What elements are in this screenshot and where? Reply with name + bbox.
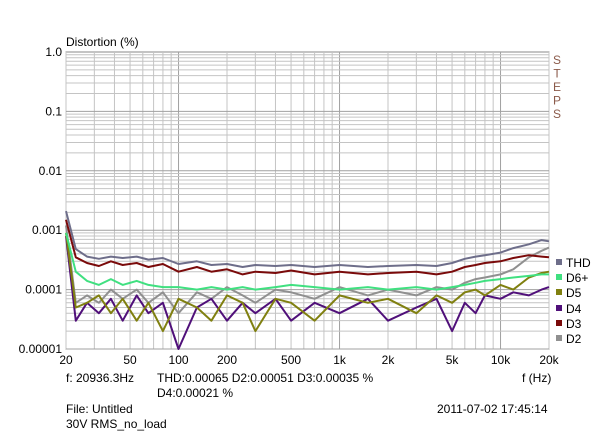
x-tick-label: 2k	[382, 353, 396, 367]
readout-line2: D4:0.00021 %	[157, 386, 234, 400]
steps-letter: S	[553, 107, 561, 121]
legend-label: D2	[566, 332, 582, 346]
x-axis-label: f (Hz)	[522, 371, 552, 385]
y-tick-label: 0.0001	[25, 283, 62, 297]
series-lines	[65, 210, 550, 350]
x-tick-label: 100	[169, 353, 189, 367]
legend-swatch	[556, 274, 562, 280]
legend-label: D5	[566, 286, 582, 300]
legend-label: D3	[566, 317, 582, 331]
y-tick-label: 0.00001	[19, 342, 63, 356]
series-line-thd	[65, 210, 550, 268]
legend-swatch	[556, 259, 562, 265]
y-tick-label: 0.001	[32, 223, 62, 237]
x-tick-label: 20k	[539, 353, 559, 367]
x-tick-label: 20	[59, 353, 73, 367]
x-tick-label: 200	[217, 353, 237, 367]
file-name: File: Untitled	[66, 402, 133, 416]
y-tick-label: 1.0	[45, 45, 62, 59]
x-tick-label: 5k	[446, 353, 460, 367]
series-line-d2	[65, 225, 550, 315]
steps-letter: P	[553, 94, 561, 108]
legend-swatch	[556, 289, 562, 295]
steps-letter: S	[553, 53, 561, 67]
legend-label: D4	[566, 302, 582, 316]
y-tick-label: 0.01	[39, 164, 63, 178]
series-line-d4	[65, 235, 550, 350]
legend-swatch	[556, 320, 562, 326]
timestamp: 2011-07-02 17:45:14	[437, 402, 548, 416]
grid-lines	[65, 51, 550, 350]
series-line-d3	[65, 219, 550, 276]
series-line-d5	[65, 232, 550, 333]
x-tick-label: 10k	[491, 353, 511, 367]
series-line-d6	[65, 232, 549, 291]
steps-letter: E	[553, 80, 561, 94]
run-note: 30V RMS_no_load	[66, 417, 167, 431]
legend-label: D6+	[566, 271, 588, 285]
steps-letter: T	[553, 67, 561, 81]
x-tick-label: 50	[123, 353, 137, 367]
x-tick-label: 1k	[333, 353, 347, 367]
y-tick-label: 0.1	[45, 104, 62, 118]
legend-swatch	[556, 305, 562, 311]
readout-line1: THD:0.00065 D2:0.00051 D3:0.00035 %	[157, 371, 374, 385]
legend-label: THD	[566, 256, 591, 270]
x-tick-label: 500	[281, 353, 301, 367]
legend-swatch	[556, 335, 562, 341]
plot-area	[65, 51, 550, 350]
readout-frequency: f: 20936.3Hz	[66, 371, 135, 385]
chart-title: Distortion (%)	[66, 35, 139, 49]
